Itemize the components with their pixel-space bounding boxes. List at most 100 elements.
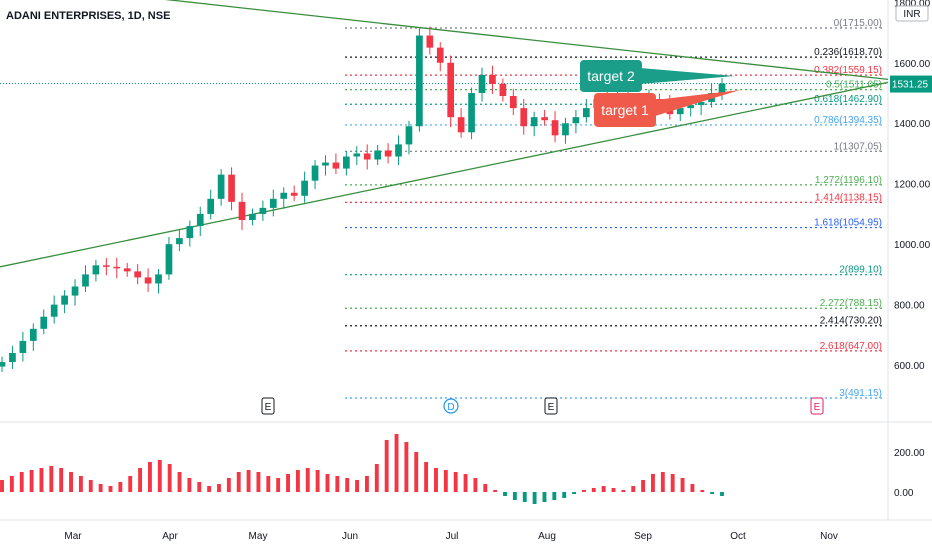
oscillator-bar (276, 478, 281, 492)
price-tick-label: 1600.00 (894, 59, 931, 70)
upper-trendline[interactable] (0, 0, 889, 81)
oscillator-bar (177, 472, 182, 492)
candle-body (447, 62, 455, 118)
price-tick-label: 800.00 (894, 301, 925, 312)
oscillator-bar (305, 468, 310, 492)
fib-label-0.5: 0.5(1511.05) (826, 80, 882, 91)
lower-trendline[interactable] (0, 81, 889, 268)
oscillator-bar (473, 478, 478, 492)
event-marker-label: E (265, 402, 272, 413)
callout-target-2[interactable]: target 2 (580, 60, 735, 92)
callout-label: target 1 (601, 102, 649, 118)
candle-body (353, 153, 361, 157)
oscillator-bar (207, 486, 212, 492)
candle-body (541, 117, 548, 121)
fib-label-2.618: 2.618(647.00) (820, 341, 882, 352)
candle-body (583, 108, 590, 118)
oscillator-bar (720, 492, 724, 496)
month-tick-label: Aug (538, 531, 556, 542)
oscillator-bar (19, 472, 24, 492)
chart-title: ADANI ENTERPRISES, 1D, NSE (6, 10, 170, 22)
oscillator-bar (295, 470, 300, 492)
oscillator-bar (39, 468, 44, 492)
candle-body (426, 35, 434, 48)
event-marker[interactable]: D (443, 398, 459, 414)
oscillator-bar (345, 478, 350, 492)
callout-target-1[interactable]: target 1 (594, 90, 740, 127)
oscillator-bar (167, 464, 172, 492)
oscillator-bar (325, 474, 330, 492)
candle-body (562, 123, 569, 136)
candle-body (61, 295, 68, 305)
candle-body (238, 201, 246, 220)
candle-body (290, 192, 298, 196)
oscillator-bar (690, 484, 695, 492)
candle-body (71, 286, 79, 296)
event-marker[interactable]: E (261, 397, 275, 415)
oscillator-bar (364, 476, 369, 492)
candle-body (478, 74, 486, 93)
oscillator-bar (522, 492, 527, 502)
candle-body (113, 266, 121, 269)
oscillator-bar (256, 472, 261, 492)
oscillator-bar (512, 492, 517, 500)
month-tick-label: Nov (820, 531, 838, 542)
candle-body (103, 265, 110, 267)
oscillator-tick-label: 0.00 (894, 488, 914, 499)
oscillator-bar (483, 484, 488, 492)
candle-body (301, 180, 308, 196)
oscillator-bar (187, 478, 192, 492)
candle-body (676, 108, 684, 115)
fib-label-0.382: 0.382(1559.15) (814, 65, 882, 76)
event-marker[interactable]: E (544, 397, 558, 415)
oscillator-bar (49, 466, 54, 492)
candle-body (280, 192, 288, 199)
month-tick-label: Oct (730, 531, 746, 542)
oscillator-bar (493, 490, 498, 492)
currency-label: INR (903, 9, 920, 20)
candle-body (259, 207, 267, 214)
oscillator-bar (236, 472, 241, 492)
month-tick-label: Mar (64, 531, 82, 542)
fib-label-2.272: 2.272(788.15) (820, 298, 882, 309)
candle-body (207, 198, 215, 214)
month-tick-label: Jul (446, 531, 459, 542)
trendlines[interactable] (0, 0, 889, 268)
oscillator-bar (226, 478, 231, 492)
oscillator-bar (443, 470, 448, 492)
fib-label-0.236: 0.236(1618.70) (814, 47, 882, 58)
oscillator-bar (138, 468, 143, 492)
last-price-tag (890, 75, 932, 93)
candle-body (9, 353, 16, 363)
price-tick-label: 1800.00 (894, 0, 931, 9)
price-tick-label: 600.00 (894, 361, 925, 372)
oscillator-bar (581, 490, 586, 492)
candle-body (249, 213, 256, 220)
oscillator-bar (414, 452, 419, 492)
oscillator-bar (29, 470, 34, 492)
oscillator-bar (562, 492, 567, 498)
oscillator-bar (59, 468, 64, 492)
callouts[interactable]: target 2 target 1 (580, 60, 740, 127)
fib-label-1.414: 1.414(1138.15) (815, 192, 882, 203)
oscillator-bar (384, 440, 389, 492)
oscillator-bar (394, 434, 399, 492)
oscillator-bars (0, 434, 724, 504)
oscillator-bar (680, 478, 685, 492)
candle-body (155, 274, 162, 284)
candle-body (322, 162, 329, 166)
oscillator-bar (700, 490, 705, 492)
candle-body (436, 47, 444, 63)
event-marker[interactable]: E (810, 397, 824, 415)
candle-body (165, 244, 173, 275)
currency-badge[interactable] (895, 5, 929, 22)
candle-body (468, 92, 475, 133)
oscillator-bar (147, 462, 152, 492)
candle-body (217, 174, 225, 199)
candle-body (176, 238, 183, 245)
candle-body (374, 150, 381, 160)
oscillator-bar (118, 482, 123, 492)
